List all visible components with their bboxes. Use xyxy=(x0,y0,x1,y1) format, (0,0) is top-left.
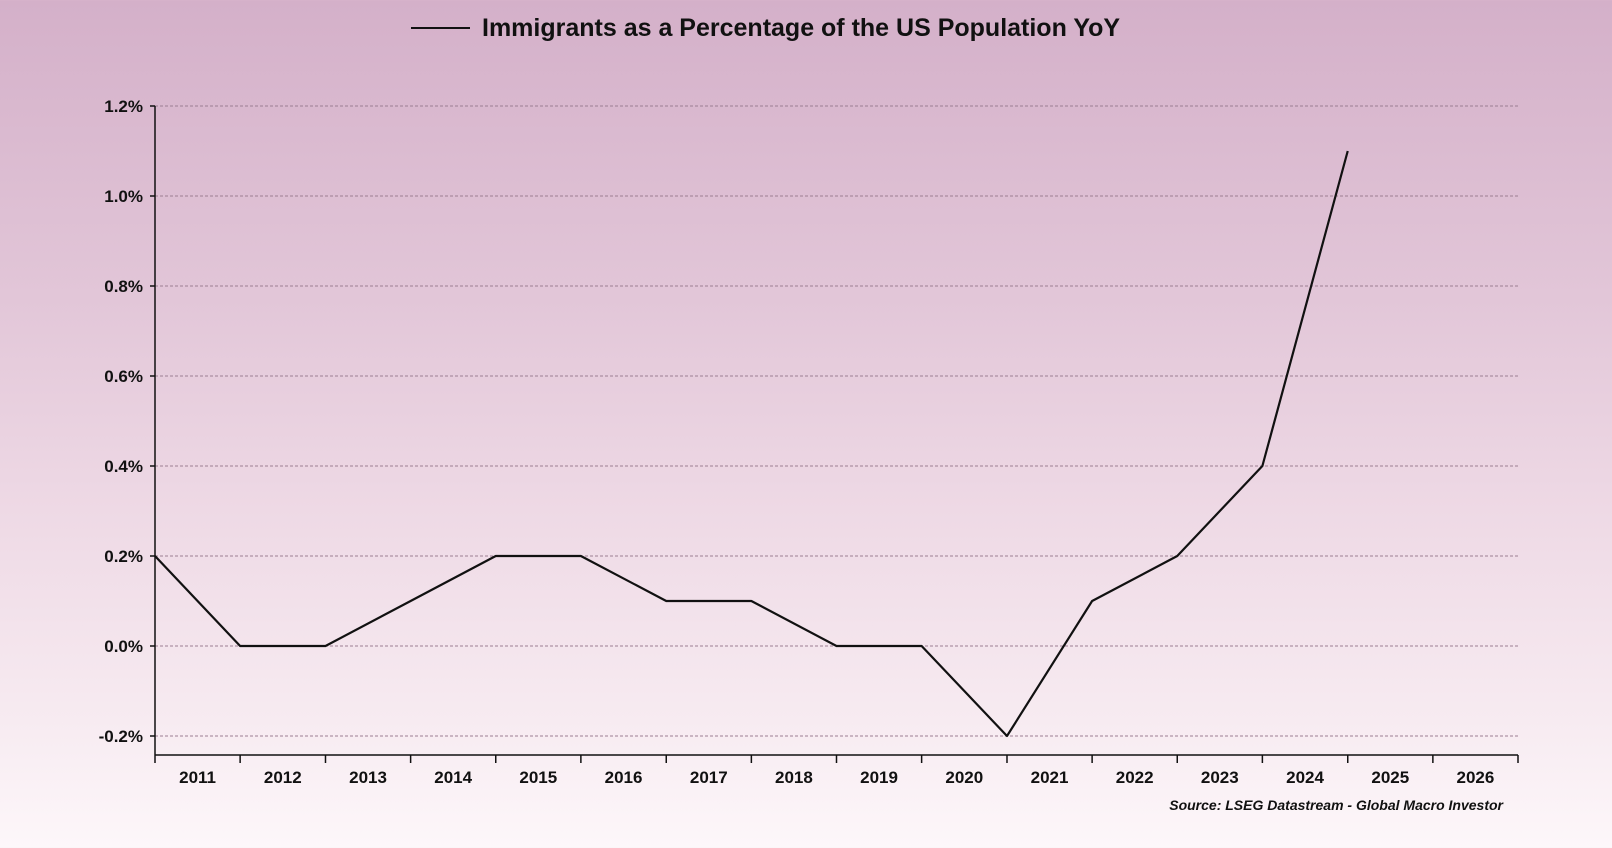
chart-legend: Immigrants as a Percentage of the US Pop… xyxy=(411,14,1120,42)
y-tick-label: 1.2% xyxy=(104,97,143,116)
y-tick-label: 0.0% xyxy=(104,637,143,656)
x-tick-label: 2016 xyxy=(605,768,643,787)
series-layer xyxy=(154,150,1349,738)
x-tick-label: 2014 xyxy=(434,768,472,787)
y-tick-label: 0.2% xyxy=(104,547,143,566)
chart-title: Immigrants as a Percentage of the US Pop… xyxy=(482,14,1120,42)
x-tick-label: 2018 xyxy=(775,768,813,787)
x-tick-label: 2021 xyxy=(1031,768,1069,787)
y-tick-label: -0.2% xyxy=(99,727,143,746)
x-tick-label: 2026 xyxy=(1457,768,1495,787)
x-tick-label: 2013 xyxy=(349,768,387,787)
y-tick-label: 0.4% xyxy=(104,457,143,476)
x-tick-label: 2015 xyxy=(519,768,557,787)
x-tick-label: 2023 xyxy=(1201,768,1239,787)
x-tick-label: 2025 xyxy=(1371,768,1409,787)
y-tick-label: 0.8% xyxy=(104,277,143,296)
x-tick-label: 2022 xyxy=(1116,768,1154,787)
axis-layer xyxy=(150,105,1519,763)
y-tick-label: 1.0% xyxy=(104,187,143,206)
x-tick-label: 2017 xyxy=(690,768,728,787)
x-tick-labels: 2011 2012 2013 2014 2015 2016 2017 2018 2019 2020… xyxy=(179,768,1494,787)
x-tick-label: 2012 xyxy=(264,768,302,787)
x-tick-label: 2024 xyxy=(1286,768,1324,787)
x-tick-label: 2011 xyxy=(179,768,216,787)
y-tick-label: 0.6% xyxy=(104,367,143,386)
y-tick-labels: 1.2% 1.0% 0.8% 0.6% 0.4% 0.2% 0.0% -0.2% xyxy=(99,97,143,746)
x-tick-label: 2020 xyxy=(945,768,983,787)
series-line xyxy=(154,150,1349,738)
grid-layer xyxy=(155,105,1518,737)
x-tick-label: 2019 xyxy=(860,768,898,787)
source-note: Source: LSEG Datastream - Global Macro I… xyxy=(1169,797,1504,813)
